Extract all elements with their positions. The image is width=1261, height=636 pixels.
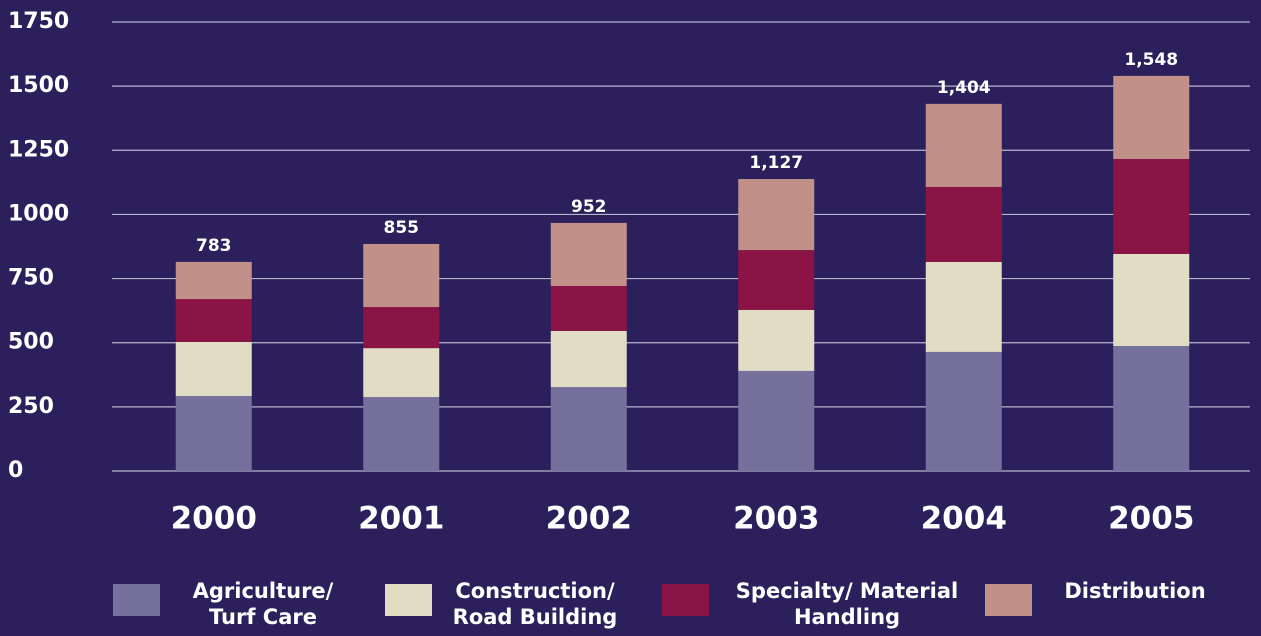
x-tick-label: 2004 [921, 501, 1007, 537]
bar-segment [363, 397, 440, 471]
y-tick-label: 250 [8, 394, 54, 419]
legend-swatch [385, 584, 432, 616]
total-label: 1,404 [937, 78, 991, 98]
bar-segment [1113, 159, 1190, 254]
y-tick-label: 0 [8, 458, 23, 483]
bar-segment [550, 286, 627, 331]
legend-item: Distribution [985, 578, 1220, 616]
total-label: 783 [196, 236, 232, 256]
bar-segment [738, 179, 815, 251]
y-tick-label: 500 [8, 330, 54, 355]
bar-segment [175, 299, 252, 342]
bar-segment [550, 387, 627, 471]
x-tick-label: 2000 [171, 501, 257, 537]
bar-segment [363, 348, 440, 398]
legend-label: Construction/ Road Building [452, 579, 618, 629]
bar-segment [738, 250, 815, 310]
legend-label: Distribution [1064, 579, 1206, 603]
y-tick-label: 1500 [8, 73, 69, 98]
total-label: 855 [384, 218, 420, 238]
bar-segment [363, 243, 440, 308]
y-tick-label: 750 [8, 266, 54, 291]
legend-item: Agriculture/ Turf Care [113, 578, 348, 630]
y-tick-label: 1750 [8, 9, 69, 34]
bar-segment [550, 222, 627, 287]
bar-segment [550, 330, 627, 388]
total-label: 1,548 [1124, 50, 1178, 70]
bar-segment [363, 307, 440, 349]
bar-segment [925, 103, 1002, 187]
legend-swatch [662, 584, 709, 616]
bar-segment [738, 309, 815, 371]
x-tick-label: 2002 [546, 501, 632, 537]
bar-segment [175, 261, 252, 300]
y-tick-label: 1250 [8, 137, 69, 162]
x-tick-label: 2001 [358, 501, 444, 537]
bar-segment [175, 341, 252, 397]
legend-swatch [113, 584, 160, 616]
bar-segment [175, 396, 252, 471]
legend-item: Construction/ Road Building [385, 578, 620, 630]
bar-segment [925, 351, 1002, 471]
bar-segment [1113, 75, 1190, 160]
legend-item: Specialty/ Material Handling [662, 578, 967, 630]
total-label: 952 [571, 197, 607, 217]
legend-swatch [985, 584, 1032, 616]
legend-label: Specialty/ Material Handling [735, 579, 959, 629]
y-tick-label: 1000 [8, 201, 69, 226]
bar-segment [1113, 253, 1190, 347]
bar-segment [925, 186, 1002, 262]
bar-segment [1113, 346, 1190, 471]
x-tick-label: 2005 [1108, 501, 1194, 537]
total-label: 1,127 [749, 153, 803, 173]
legend-label: Agriculture/ Turf Care [192, 579, 334, 629]
bar-segment [738, 370, 815, 471]
bar-segment [925, 261, 1002, 352]
plot: 0 250 500 750 1000 1250 1500 1750 2000 783 2001 855… [8, 9, 1250, 537]
x-tick-label: 2003 [733, 501, 819, 537]
